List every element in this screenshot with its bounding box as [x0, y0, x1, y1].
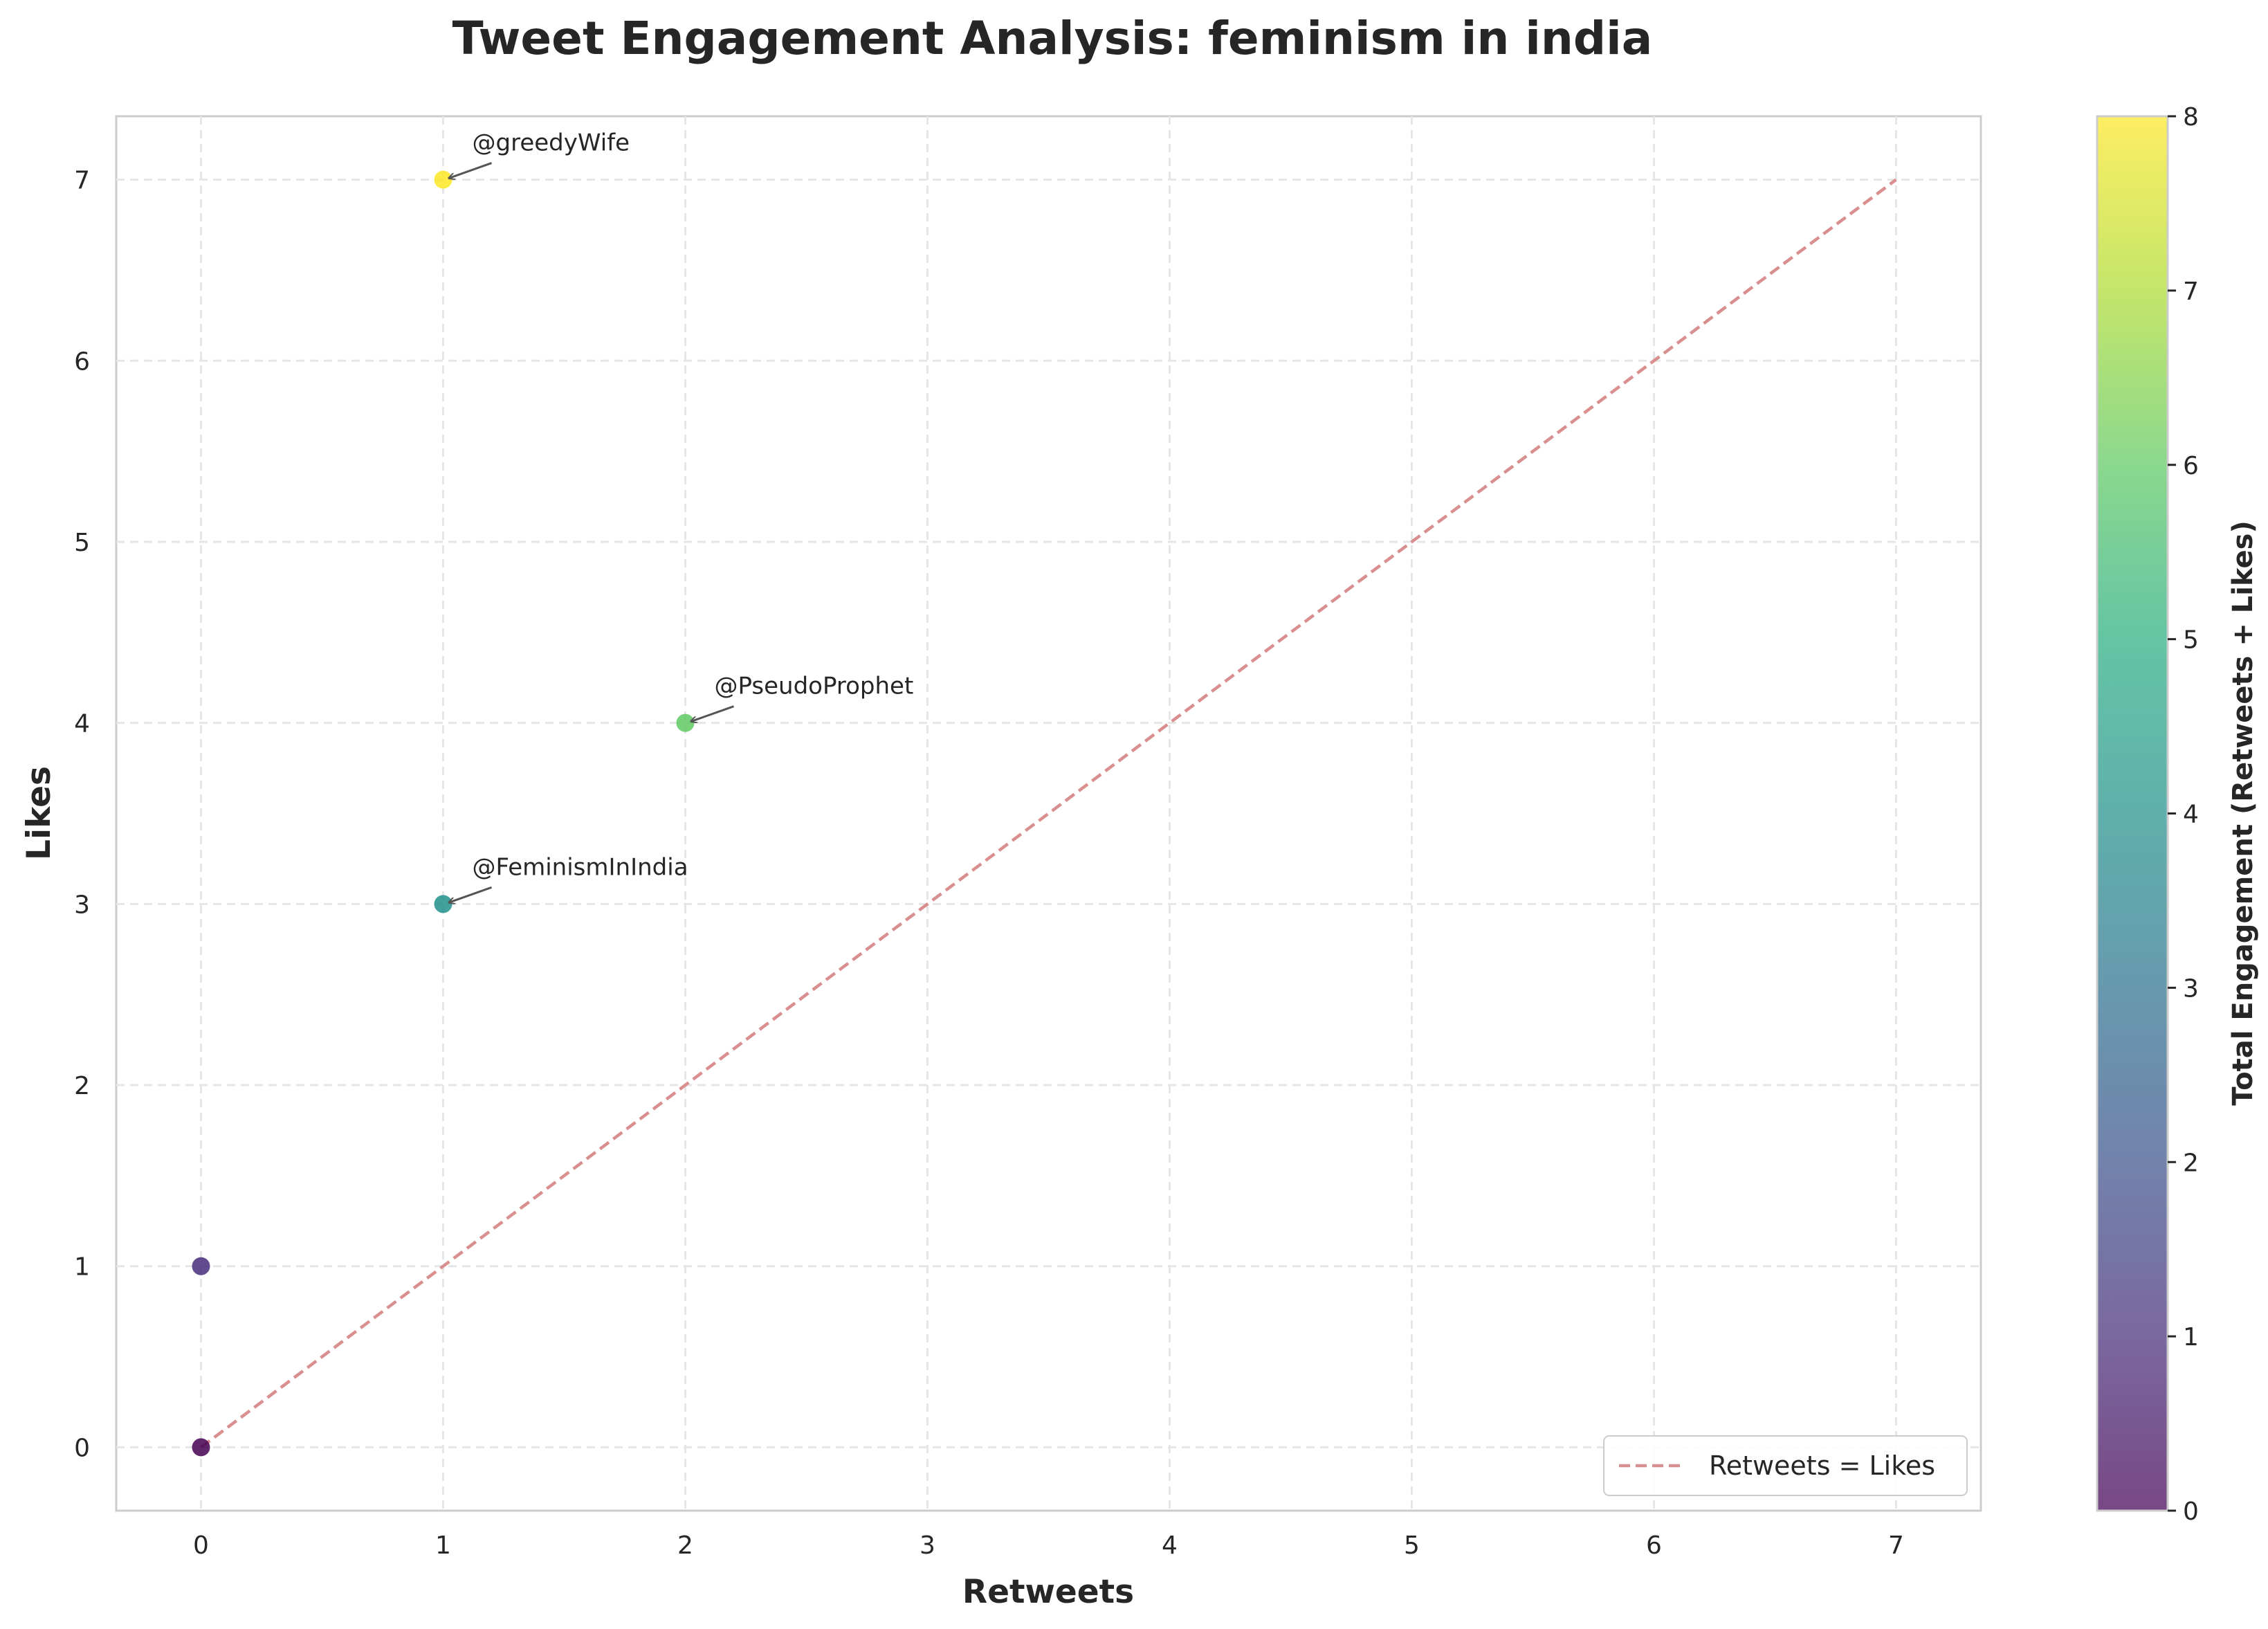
colorbar-tick-label: 2 — [2183, 1149, 2199, 1177]
annotation-label: @PseudoProphet — [715, 673, 914, 700]
y-axis-title: Likes — [20, 766, 58, 860]
y-tick-label: 5 — [74, 529, 90, 557]
annotations: @FeminismInIndia @PseudoProphet @greedyWif… — [449, 129, 914, 903]
plot-area: @FeminismInIndia @PseudoProphet @greedyWif… — [74, 115, 1982, 1560]
colorbar-tick-label: 8 — [2183, 103, 2199, 131]
y-tick-label: 1 — [74, 1253, 90, 1282]
annotation-arrow — [691, 705, 735, 722]
x-tick-label: 5 — [1404, 1531, 1420, 1560]
x-tick-label: 6 — [1646, 1531, 1662, 1560]
legend-label: Retweets = Likes — [1709, 1450, 1935, 1481]
colorbar-tick-label: 6 — [2183, 452, 2199, 480]
colorbar-tick-label: 5 — [2183, 626, 2199, 655]
x-tick-label: 4 — [1162, 1531, 1178, 1560]
x-tick-label: 7 — [1888, 1531, 1904, 1560]
colorbar-tick-label: 7 — [2183, 277, 2199, 306]
y-tick-label: 3 — [74, 891, 90, 919]
colorbar-tick-label: 4 — [2183, 801, 2199, 829]
x-ticks: 0 1 2 3 4 5 6 7 — [193, 1531, 1904, 1560]
colorbar-title: Total Engagement (Retweets + Likes) — [2227, 520, 2259, 1106]
colorbar-tick-label: 3 — [2183, 974, 2199, 1003]
legend: Retweets = Likes — [1603, 1435, 1968, 1496]
y-ticks: 0 1 2 3 4 5 6 7 — [74, 167, 90, 1463]
x-axis-title: Retweets — [962, 1573, 1134, 1611]
scatter-point — [676, 713, 695, 732]
chart-title: Tweet Engagement Analysis: feminism in i… — [452, 12, 1653, 65]
scatter-point — [434, 170, 452, 189]
y-tick-label: 2 — [74, 1072, 90, 1100]
scatter-point — [192, 1438, 210, 1457]
colorbar-gradient — [2096, 115, 2169, 1512]
annotation-arrow — [449, 886, 493, 902]
annotation-label: @FeminismInIndia — [473, 853, 688, 881]
legend-box — [1603, 1435, 1968, 1496]
colorbar-tick-label: 0 — [2183, 1498, 2199, 1526]
scatter-point — [434, 895, 452, 913]
y-tick-label: 4 — [74, 710, 90, 738]
reference-line-layer — [200, 178, 1897, 1449]
grid — [116, 116, 1981, 1511]
x-tick-label: 1 — [435, 1531, 451, 1560]
reference-line — [200, 178, 1897, 1449]
colorbar: 0 1 2 3 4 5 6 7 8 Total Engagement (Retweets + L… — [2096, 103, 2259, 1526]
y-tick-label: 7 — [74, 167, 90, 195]
y-tick-label: 0 — [74, 1434, 90, 1462]
colorbar-ticks: 0 1 2 3 4 5 6 7 8 — [2168, 103, 2199, 1526]
y-tick-label: 6 — [74, 347, 90, 376]
x-tick-label: 0 — [193, 1531, 209, 1560]
x-tick-label: 2 — [677, 1531, 693, 1560]
annotation-label: @greedyWife — [473, 129, 630, 157]
annotation-arrow — [449, 162, 493, 179]
colorbar-tick-label: 1 — [2183, 1323, 2199, 1352]
x-tick-label: 3 — [920, 1531, 935, 1560]
scatter-point — [192, 1257, 210, 1275]
